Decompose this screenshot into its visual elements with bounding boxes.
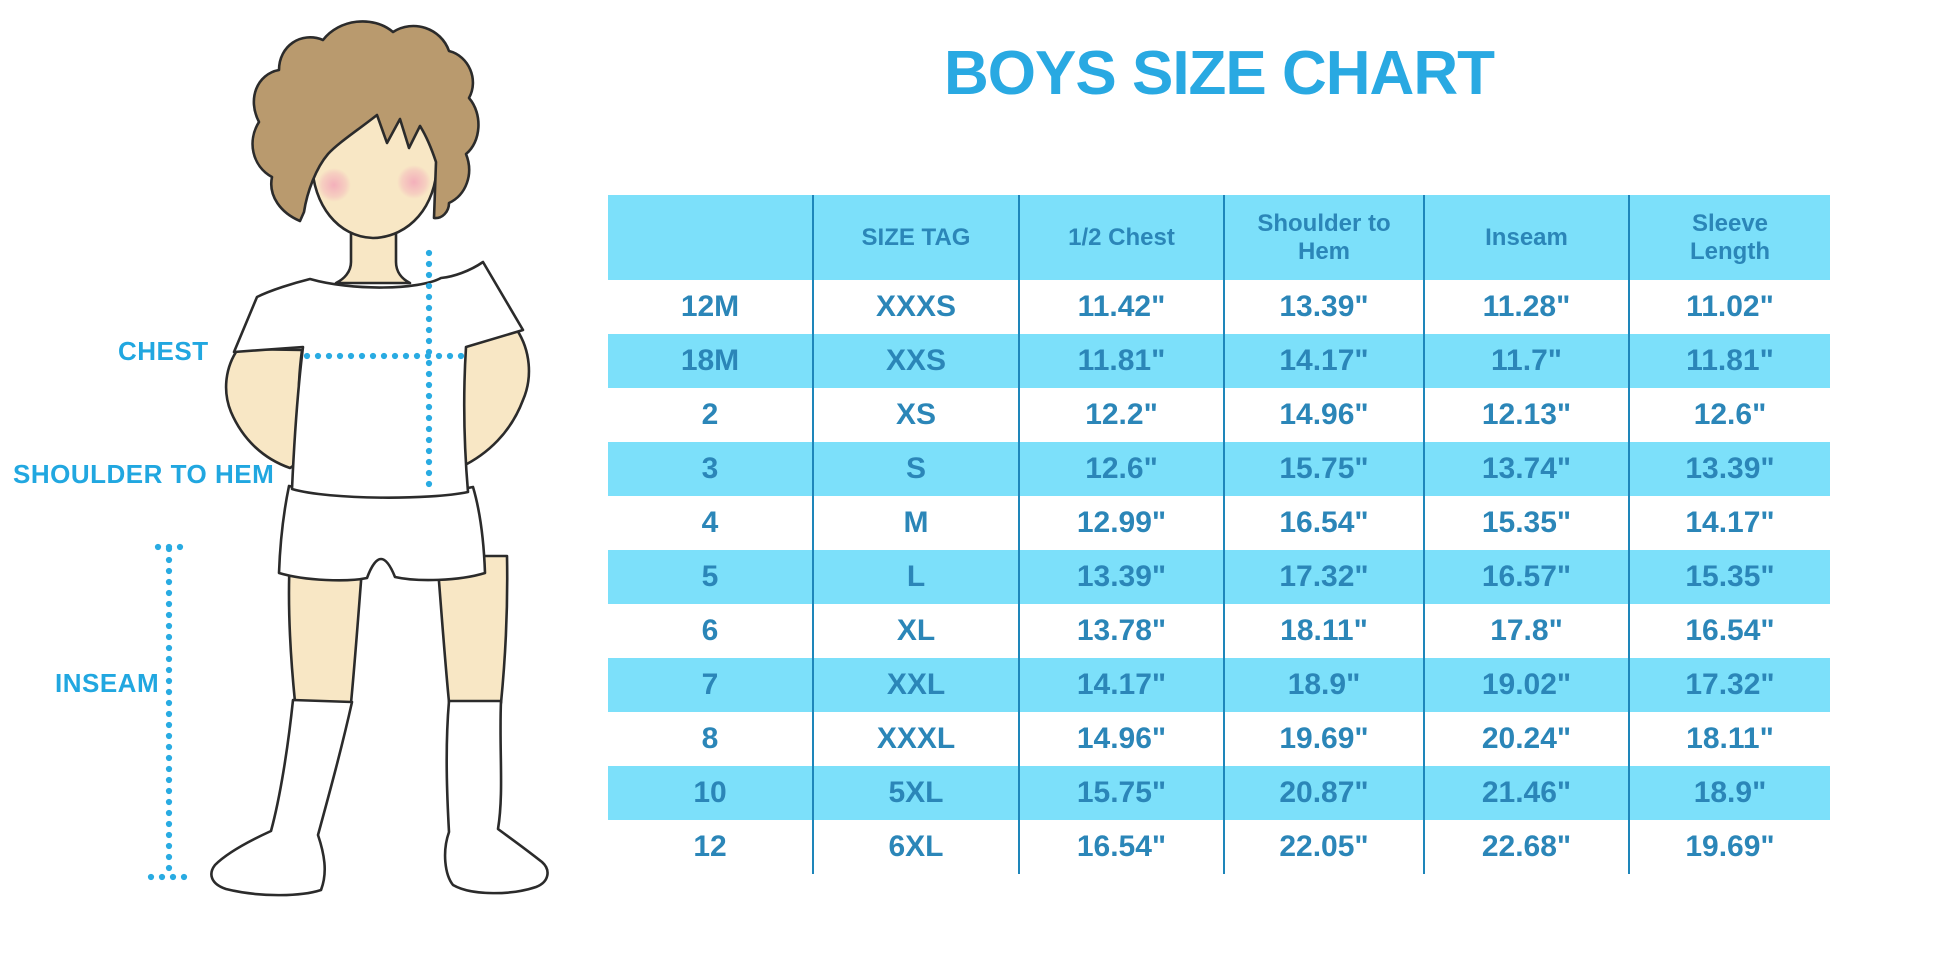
table-cell: 15.75": [1018, 766, 1223, 820]
t-shirt: [232, 260, 525, 499]
table-cell: 13.39": [1223, 280, 1423, 334]
neck: [334, 222, 412, 285]
table-cell: 14.17": [1223, 334, 1423, 388]
table-cell: 8: [701, 722, 719, 755]
table-cell: 10: [608, 766, 812, 820]
table-cell: 12.6": [1018, 442, 1223, 496]
table-cell: 14.96": [1223, 388, 1423, 442]
table-cell: 6: [701, 614, 719, 647]
boy-figure-illustration: [0, 0, 600, 973]
header-cell: 1/2 Chest: [1018, 195, 1223, 280]
table-cell: 12.13": [1423, 388, 1628, 442]
table-cell: 13.39": [1018, 550, 1223, 604]
table-cell: 15.35": [1423, 496, 1628, 550]
table-cell: 16.54": [1223, 496, 1423, 550]
table-cell: M: [812, 496, 1018, 550]
header-cell: SIZE TAG: [812, 195, 1018, 280]
table-cell: 22.68": [1423, 820, 1628, 874]
table-cell: 14.17": [1628, 496, 1830, 550]
table-cell: 13.78": [1018, 604, 1223, 658]
table-cell: 16.54": [1018, 820, 1223, 874]
inseam-label: INSEAM: [55, 668, 160, 698]
table-cell: XXXS: [812, 280, 1018, 334]
table-cell: 22.05": [1223, 820, 1423, 874]
table-cell: 19.02": [1423, 658, 1628, 712]
left-sock: [210, 698, 354, 897]
table-cell: 12.2": [1018, 388, 1223, 442]
header-cell: Sleeve Length: [1628, 195, 1830, 280]
table-cell: 17.32": [1223, 550, 1423, 604]
table-cell: 19.69": [1628, 820, 1830, 874]
table-cell: 16.54": [1628, 604, 1830, 658]
table-cell: 18M: [608, 334, 812, 388]
table-cell: S: [812, 442, 1018, 496]
table-cell: 18.11": [1628, 712, 1830, 766]
left-arm: [224, 347, 305, 470]
table-cell: XL: [812, 604, 1018, 658]
table-cell: XXS: [812, 334, 1018, 388]
table-cell: 18.9": [1628, 766, 1830, 820]
table-cell: 16.57": [1423, 550, 1628, 604]
header-cell: Shoulder to Hem: [1223, 195, 1423, 280]
table-cell: 11.02": [1628, 280, 1830, 334]
table-cell: 13.74": [1423, 442, 1628, 496]
table-cell: 20.24": [1423, 712, 1628, 766]
table-cell: 11.81": [1018, 334, 1223, 388]
table-cell: 12: [693, 830, 727, 863]
table-cell: XXXL: [812, 712, 1018, 766]
table-cell: XS: [812, 388, 1018, 442]
table-cell: 17.32": [1628, 658, 1830, 712]
table-cell: L: [812, 550, 1018, 604]
table-cell: 12.6": [1628, 388, 1830, 442]
table-cell: XXL: [812, 658, 1018, 712]
page-title: BOYS SIZE CHART: [944, 39, 1495, 108]
table-cell: 15.35": [1628, 550, 1830, 604]
table-cell: 4: [701, 506, 719, 539]
table-cell: 21.46": [1423, 766, 1628, 820]
table-cell: 14.17": [1018, 658, 1223, 712]
table-cell: 11.81": [1628, 334, 1830, 388]
right-sock: [443, 699, 549, 895]
table-cell: 3: [608, 442, 812, 496]
table-cell: 6XL: [812, 820, 1018, 874]
hair: [251, 20, 480, 223]
size-table: SIZE TAG 1/2 Chest Shoulder to Hem Inseam Sl…: [608, 195, 1830, 874]
right-blush: [397, 165, 431, 199]
table-cell: 5: [608, 550, 812, 604]
table-cell: 7: [608, 658, 812, 712]
header-cell: Inseam: [1423, 195, 1628, 280]
table-cell: 5XL: [812, 766, 1018, 820]
table-cell: 17.8": [1423, 604, 1628, 658]
shorts: [277, 484, 487, 582]
table-cell: 18.11": [1223, 604, 1423, 658]
table-cell: 13.39": [1628, 442, 1830, 496]
header-cell: [608, 195, 812, 280]
table-cell: 12M: [680, 290, 740, 323]
table-cell: 12.99": [1018, 496, 1223, 550]
shoulder-to-hem-label: SHOULDER TO HEM: [13, 459, 275, 489]
chest-label: CHEST: [118, 336, 209, 366]
left-blush: [317, 168, 351, 202]
table-cell: 2: [701, 398, 719, 431]
table-cell: 19.69": [1223, 712, 1423, 766]
table-cell: 15.75": [1223, 442, 1423, 496]
boy-figure-svg: [147, 20, 549, 897]
table-cell: 18.9": [1223, 658, 1423, 712]
table-cell: 20.87": [1223, 766, 1423, 820]
table-cell: 11.28": [1423, 280, 1628, 334]
table-cell: 14.96": [1018, 712, 1223, 766]
table-cell: 11.42": [1018, 280, 1223, 334]
table-cell: 11.7": [1423, 334, 1628, 388]
